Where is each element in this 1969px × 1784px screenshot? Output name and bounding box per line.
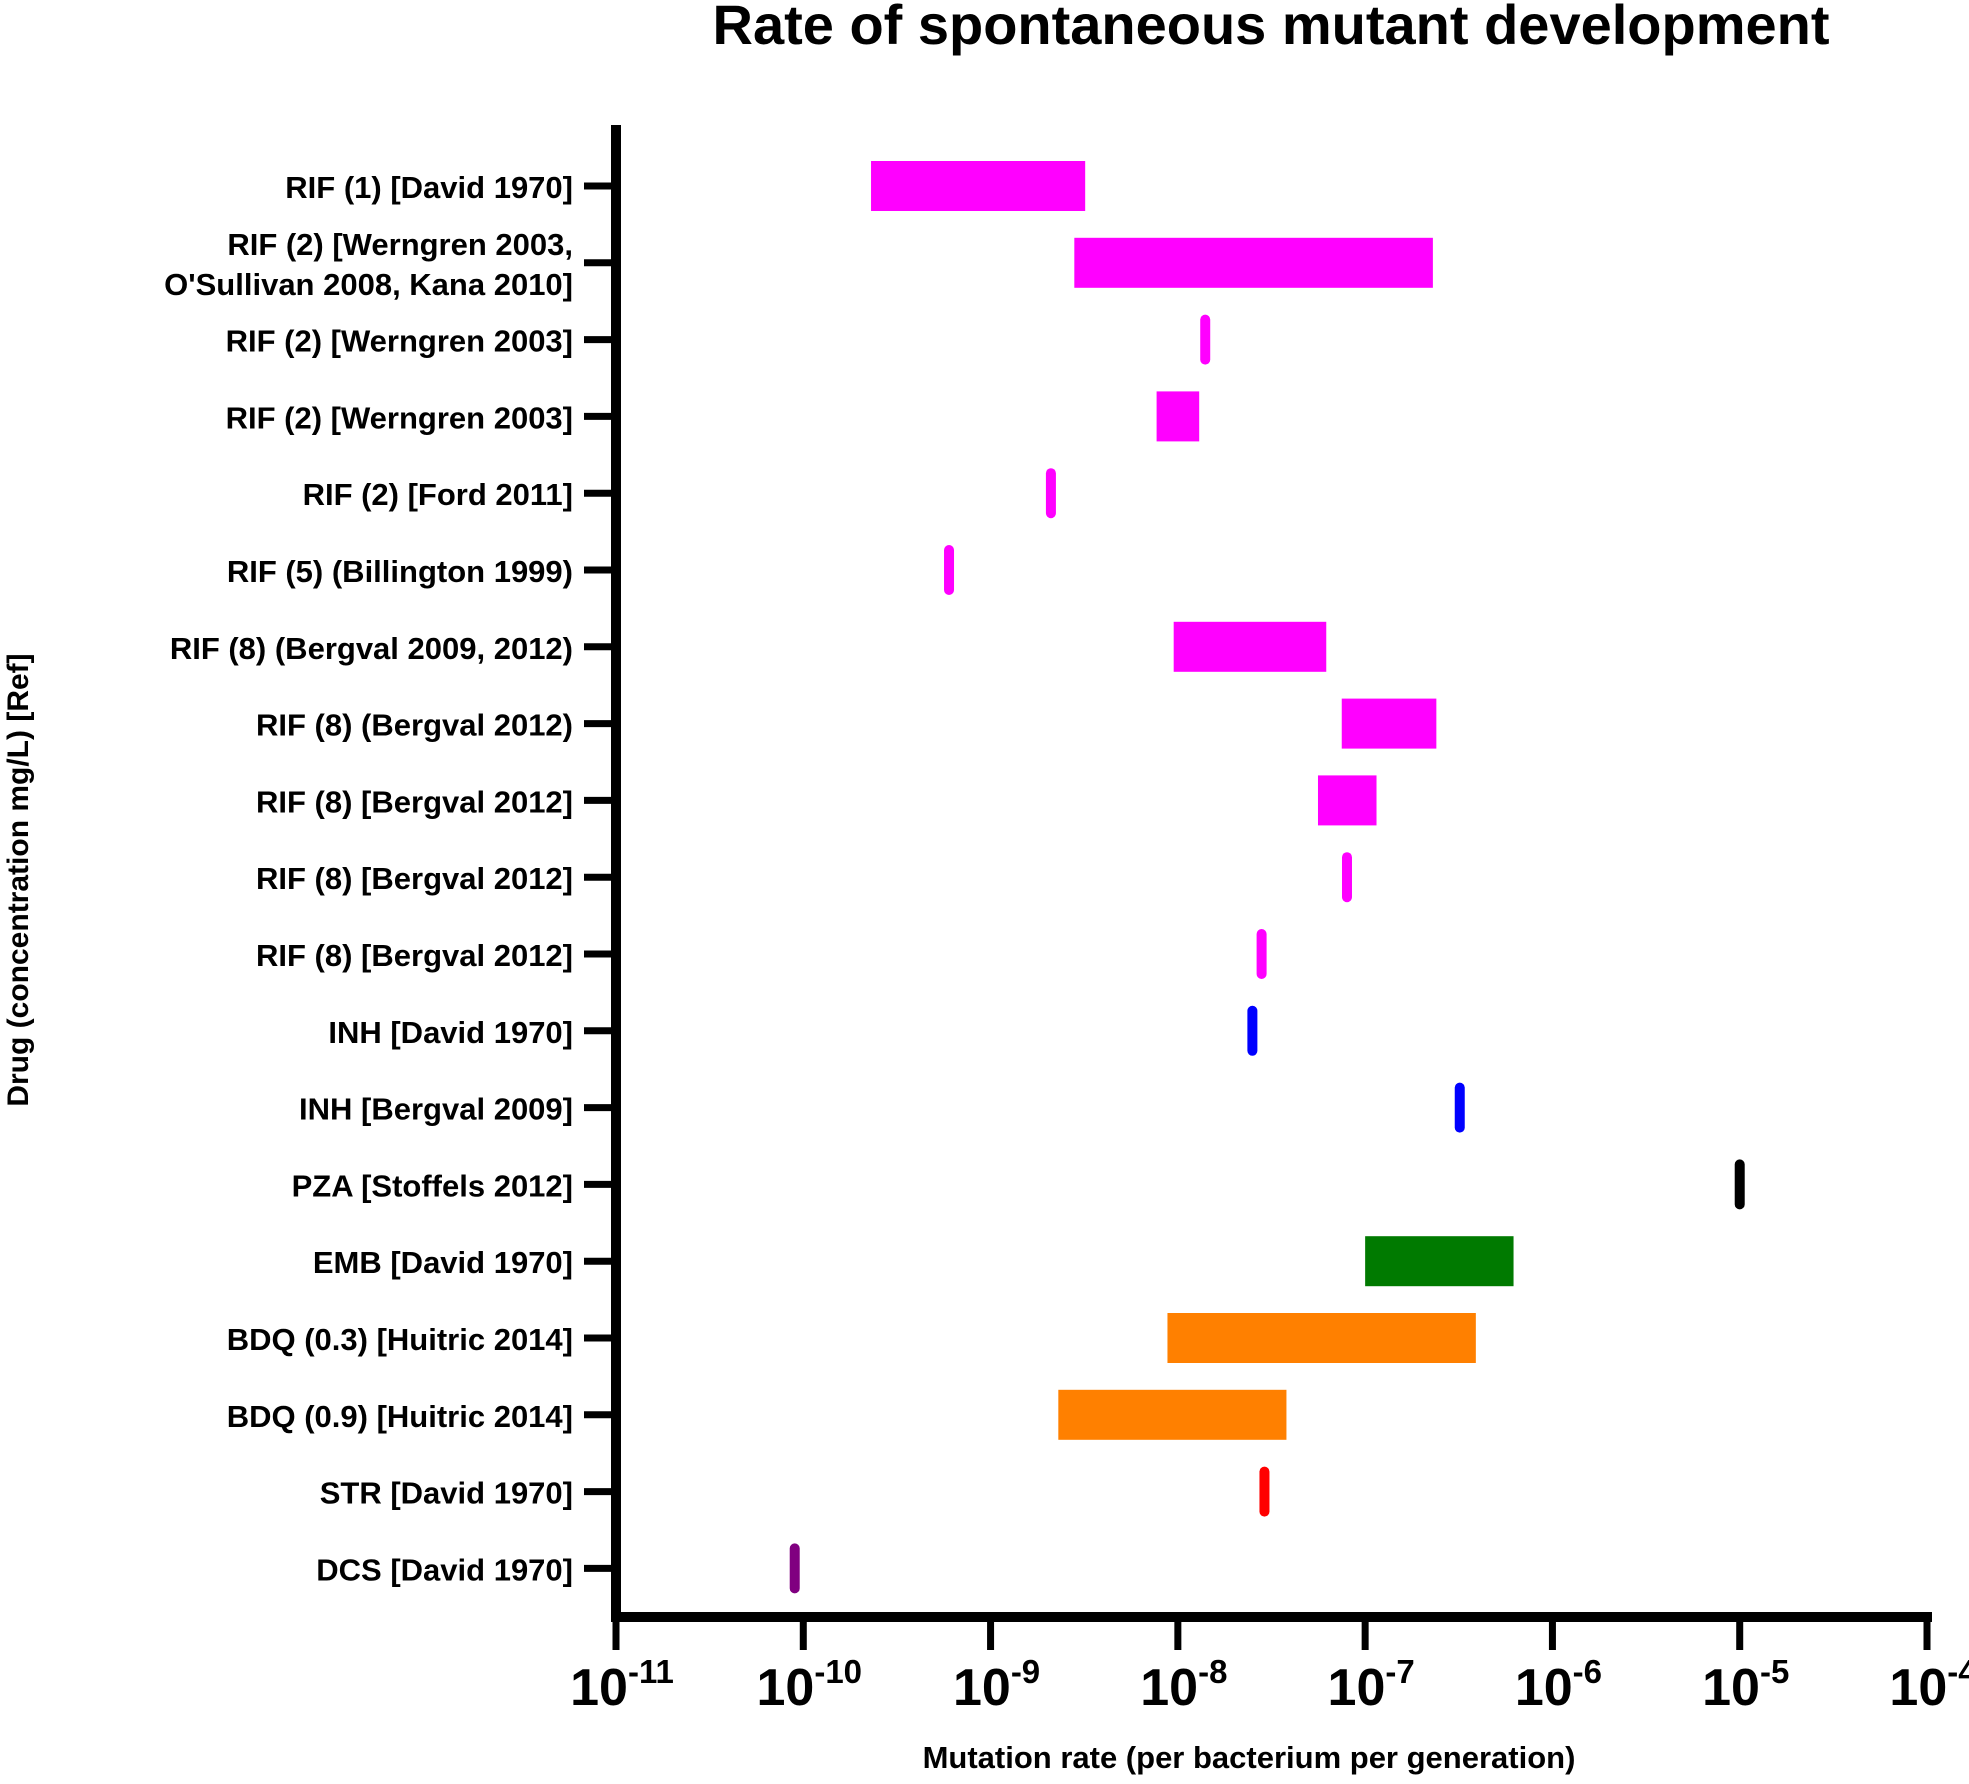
range-bar	[1045, 468, 1056, 519]
range-bar	[789, 1543, 800, 1594]
x-tick-label: 10-9	[953, 1653, 1040, 1717]
range-bar	[944, 545, 955, 595]
range-bar	[1454, 1082, 1465, 1133]
range-bar	[1259, 1466, 1270, 1517]
row-label: RIF (5) (Billington 1999)	[227, 554, 573, 589]
range-bar	[1247, 1005, 1258, 1056]
x-axis-title: Mutation rate (per bacterium per generat…	[923, 1740, 1576, 1775]
row-label: BDQ (0.3) [Huitric 2014]	[227, 1322, 573, 1357]
x-tick-label: 10-6	[1515, 1653, 1602, 1717]
range-bar	[1317, 775, 1377, 826]
y-axis-title: Drug (concentration mg/L) [Ref]	[2, 653, 35, 1106]
range-bar	[1341, 852, 1352, 903]
x-tick-label: 10-11	[570, 1653, 674, 1717]
row-label: RIF (1) [David 1970]	[285, 170, 573, 205]
chart-title: Rate of spontaneous mutant development	[713, 0, 1830, 56]
range-bar	[1167, 1313, 1476, 1363]
range-bar	[1074, 237, 1433, 288]
row-label: RIF (8) [Bergval 2012]	[256, 938, 573, 973]
x-tick-label: 10-8	[1140, 1653, 1227, 1717]
range-bar	[1734, 1159, 1745, 1210]
x-tick-label: 10-5	[1702, 1653, 1789, 1717]
row-label: RIF (2) [Werngren 2003,	[227, 227, 573, 262]
range-bar	[1341, 698, 1437, 749]
row-label: RIF (2) [Werngren 2003]	[226, 400, 573, 435]
row-label: RIF (8) [Bergval 2012]	[256, 784, 573, 819]
row-label: RIF (8) (Bergval 2012)	[256, 708, 573, 743]
range-bar	[1156, 391, 1200, 442]
row-label: RIF (2) [Werngren 2003]	[226, 324, 573, 359]
row-label: RIF (8) (Bergval 2009, 2012)	[170, 631, 573, 666]
x-tick-label: 10-10	[757, 1653, 863, 1717]
row-label: DCS [David 1970]	[316, 1552, 573, 1587]
range-bar	[1200, 314, 1211, 365]
range-bar	[1058, 1389, 1287, 1440]
range-bar	[871, 161, 1086, 211]
range-bar	[1256, 929, 1267, 979]
x-tick-label: 10-7	[1328, 1653, 1415, 1717]
row-label: BDQ (0.9) [Huitric 2014]	[227, 1399, 573, 1434]
x-tick-label: 10-4	[1889, 1653, 1969, 1717]
row-label: RIF (2) [Ford 2011]	[303, 477, 573, 512]
row-label: STR [David 1970]	[320, 1476, 573, 1511]
range-bar	[1365, 1236, 1514, 1287]
row-label: RIF (8) [Bergval 2012]	[256, 861, 573, 896]
range-bar	[1173, 621, 1327, 672]
row-label: INH [Bergval 2009]	[299, 1092, 573, 1127]
row-label: PZA [Stoffels 2012]	[292, 1168, 573, 1203]
row-label: INH [David 1970]	[328, 1015, 573, 1050]
row-label: O'Sullivan 2008, Kana 2010]	[164, 267, 573, 302]
data-rows: RIF (1) [David 1970] RIF (2) [Werngren 20…	[164, 161, 1745, 1594]
x-axis: 10-11 10-10 10-9 10-8 10-7 10-6 10-5 10-4	[570, 1617, 1969, 1717]
row-label: EMB [David 1970]	[313, 1245, 573, 1280]
